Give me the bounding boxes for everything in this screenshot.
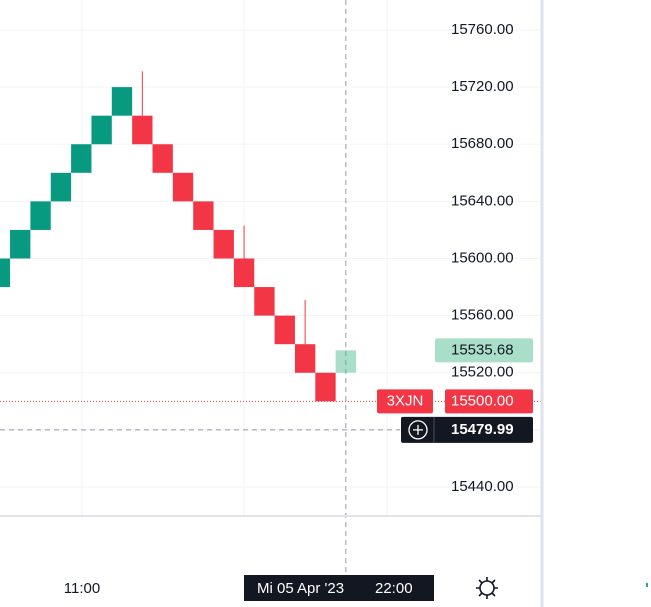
renko-brick: [172, 172, 194, 202]
y-tick-label: 15520.00: [451, 364, 514, 381]
order-tag-box: [377, 389, 433, 414]
last-price-label: 15535.68: [451, 341, 514, 358]
crosshair-time-tag: [244, 575, 434, 601]
settings-spokes[interactable]: [476, 577, 498, 599]
order-price-label: 15500.00: [451, 392, 514, 409]
add-order-plus[interactable]: [413, 424, 423, 435]
y-tick-label: 15760.00: [451, 21, 514, 38]
renko-brick: [193, 201, 214, 230]
renko-brick: [152, 144, 173, 173]
crosshair-time: 22:00: [375, 580, 413, 597]
order-price-tag: [445, 389, 533, 414]
last-price-tag: [435, 338, 533, 363]
crosshair-price-label: 15479.99: [451, 421, 514, 438]
y-tick-label: 15600.00: [451, 249, 514, 266]
renko-brick: [91, 115, 112, 145]
renko-brick: [274, 315, 295, 345]
crosshair-date: Mi 05 Apr '23: [257, 580, 344, 597]
renko-brick: [294, 344, 316, 373]
y-tick-label: 15560.00: [451, 307, 514, 324]
renko-brick: [213, 229, 234, 259]
renko-brick: [111, 87, 133, 116]
renko-brick: [71, 144, 92, 173]
renko-brick: [233, 258, 255, 288]
renko-brick: [50, 172, 72, 202]
renko-brick: [132, 115, 153, 145]
renko-brick: [0, 258, 11, 288]
y-tick-label: 15440.00: [451, 478, 514, 495]
renko-brick: [254, 287, 275, 316]
y-tick-label: 15640.00: [451, 192, 514, 209]
add-order-icon[interactable]: [408, 420, 428, 440]
y-tick-label: 15720.00: [451, 78, 514, 95]
renko-brick: [315, 372, 336, 402]
y-tick-label: 15680.00: [451, 135, 514, 152]
order-tag: 3XJN: [387, 392, 424, 409]
renko-brick: [30, 201, 51, 230]
x-tick-label: 11:00: [64, 580, 100, 597]
status-dot: [646, 583, 648, 587]
settings-icon[interactable]: [476, 577, 498, 599]
renko-brick: [10, 229, 31, 259]
